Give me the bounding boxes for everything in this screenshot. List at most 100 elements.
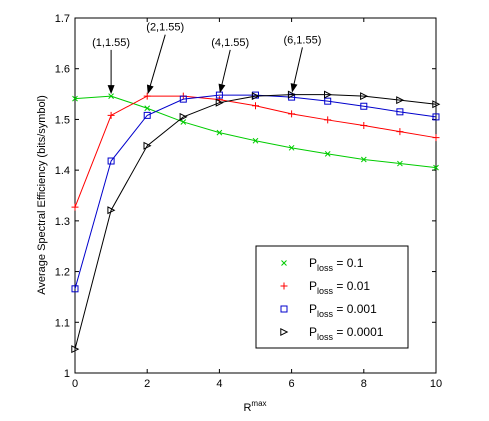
annotation-arrowhead [218,83,226,94]
annotation: (4,1.55) [211,37,249,94]
legend-label-value: = 0.1 [333,256,364,270]
series-layer [71,90,441,354]
annotation-label: (1,1.55) [92,37,130,49]
y-tick-label: 1.4 [55,165,70,177]
data-point [324,116,332,124]
annotations: (1,1.55) (2,1.55) (4,1.55) (6,1.55) [92,22,321,95]
x-tick-label: 8 [361,378,367,390]
data-point [288,144,295,151]
data-point [107,206,116,215]
series-line [74,94,437,289]
data-point [396,128,404,136]
legend-item: Ploss = 0.001 [280,302,377,319]
legend-marker [280,305,288,313]
annotation-arrow [148,34,166,89]
legend-label-value: = 0.0001 [333,325,384,339]
data-point [180,119,187,125]
legend-label: Ploss = 0.0001 [309,325,384,342]
data-point [287,90,296,99]
legend-label-main: P [309,302,317,316]
legend-box [255,245,409,349]
data-point [433,164,439,171]
data-point [360,122,368,130]
legend-marker [281,260,287,266]
data-point [143,141,152,150]
data-point [324,151,331,157]
y-tick-label: 1.6 [55,64,70,76]
data-point [107,111,115,119]
data-point [360,156,367,163]
x-axis-label-sup: max [251,399,266,408]
data-point [144,105,151,112]
y-tick-label: 1.1 [55,317,70,329]
data-point [71,345,80,354]
annotation: (2,1.55) [146,22,184,95]
legend-item: Ploss = 0.1 [281,256,364,273]
x-tick-label: 2 [144,378,150,390]
annotation-label: (6,1.55) [283,34,321,46]
data-point [72,95,78,102]
data-point [324,90,333,99]
x-tick-label: 0 [72,378,78,390]
annotation-label: (4,1.55) [211,37,249,49]
data-point [215,91,223,99]
series-line [74,94,437,350]
series-3 [71,90,441,354]
legend-item: Ploss = 0.0001 [280,325,384,342]
legend-label-sub: loss [317,309,334,319]
legend-item: Ploss = 0.01 [280,279,370,296]
annotation: (6,1.55) [283,34,321,93]
annotation-arrow [220,49,231,88]
x-axis-label-main: R [243,402,251,414]
data-point [71,285,79,293]
data-point [360,102,368,110]
x-tick-label: 10 [430,378,442,390]
annotation-arrowhead [146,84,154,95]
data-point [216,129,223,136]
data-point [215,98,224,107]
legend-label-sub: loss [317,286,334,296]
data-point [108,93,114,99]
data-point [251,92,260,101]
annotation-arrowhead [107,85,115,95]
y-axis-label: Average Spectral Efficiency (bits/symbol… [36,95,48,295]
annotation-arrow [292,47,303,87]
data-point [396,96,405,105]
data-point [396,108,404,116]
data-point [179,95,187,103]
x-axis-label: Rmax [243,399,266,414]
y-tick-label: 1.3 [55,216,70,228]
legend-label-sub: loss [317,263,334,273]
data-point [71,203,79,211]
data-point [397,160,403,167]
legend-label-value: = 0.001 [333,302,377,316]
legend-label-main: P [309,256,317,270]
y-tick-label: 1.7 [55,13,70,25]
data-point [324,97,332,105]
data-point [143,92,151,100]
legend-label: Ploss = 0.001 [309,302,377,319]
data-point [252,102,259,110]
legend-marker [280,327,289,337]
data-point [143,111,151,119]
legend-marker [280,282,288,290]
y-tick-label: 1.5 [55,114,70,126]
data-point [360,92,369,101]
series-0 [72,93,439,171]
x-tick-label: 4 [216,378,222,390]
legend-label-main: P [309,325,317,339]
annotation: (1,1.55) [92,37,130,95]
legend-label: Ploss = 0.1 [309,256,364,273]
legend-label-value: = 0.01 [333,279,370,293]
data-point [432,134,440,142]
y-tick-label: 1 [64,368,70,380]
legend-label-main: P [309,279,317,293]
series-1 [71,92,440,211]
y-tick-label: 1.2 [55,267,70,279]
data-point [288,110,296,118]
axis-ticks: 0 2 4 6 8 10 1 1.1 1.2 1.3 1.4 1.5 1.6 1.7 [55,13,442,390]
x-tick-label: 6 [289,378,295,390]
data-point [252,137,259,144]
data-point [432,113,440,121]
